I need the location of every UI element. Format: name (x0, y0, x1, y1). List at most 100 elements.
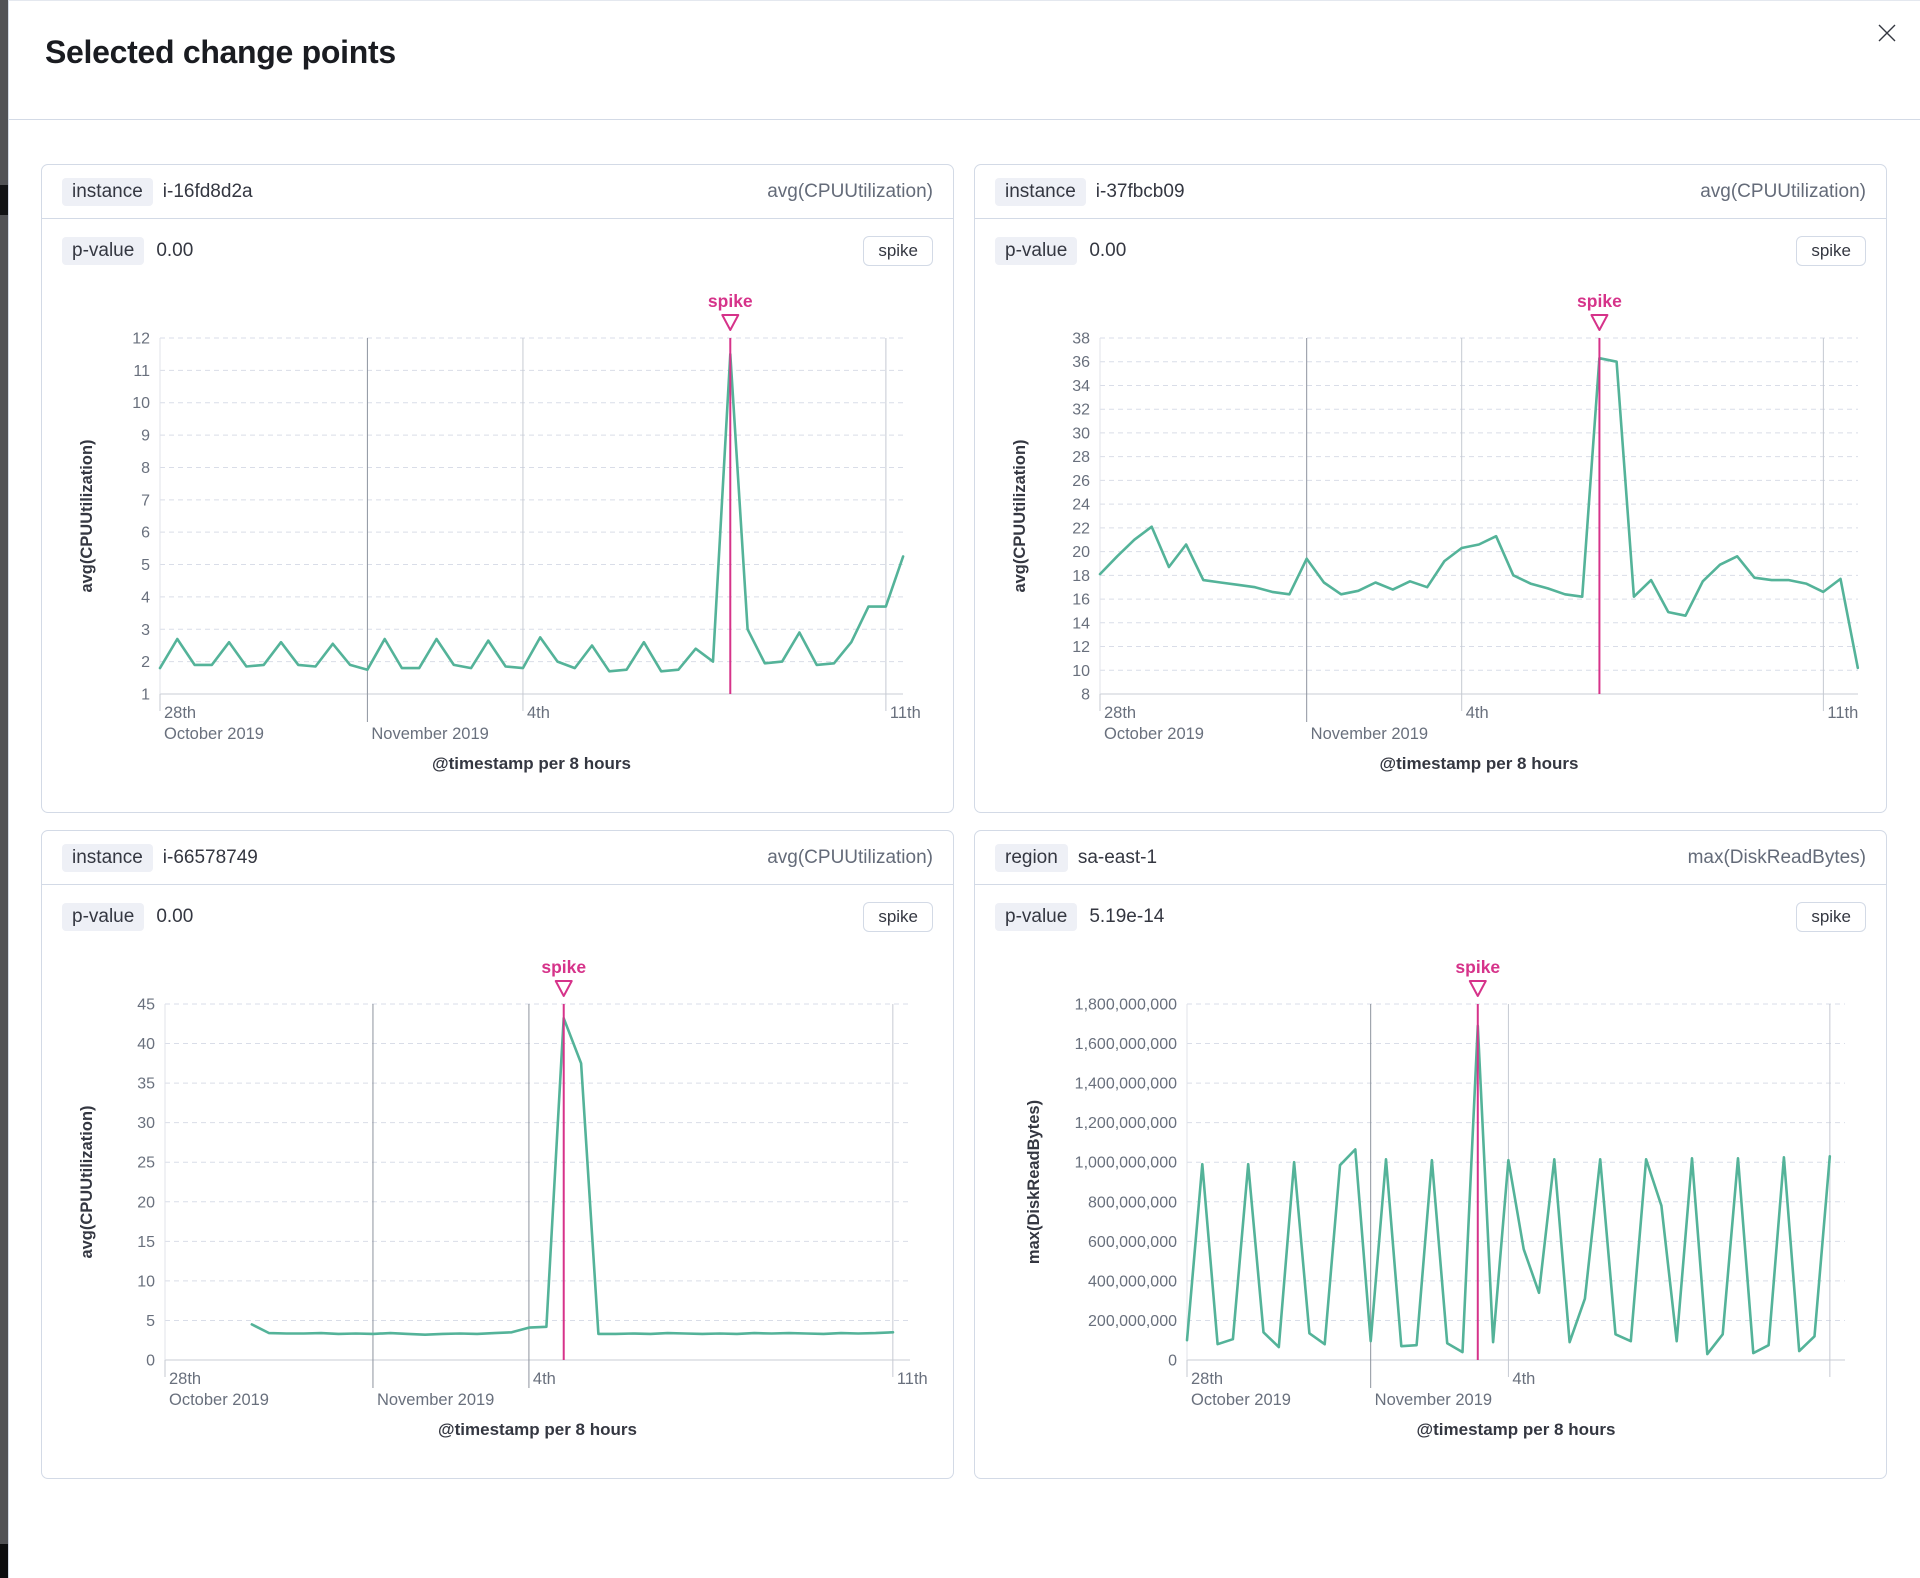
background-page-edge (0, 0, 8, 1578)
y-tick-label: 10 (132, 395, 150, 412)
y-tick-label: 12 (132, 331, 150, 348)
y-tick-label: 2 (141, 654, 150, 671)
y-tick-label: 36 (1072, 354, 1090, 371)
y-tick-label: 20 (1072, 544, 1090, 561)
y-tick-label: 40 (137, 1036, 155, 1053)
change-point-chart: 0 200,000,000 400,000,000 600,000,000 800,00… (1025, 957, 1845, 1439)
y-tick-label: 800,000,000 (1088, 1194, 1177, 1211)
change-point-panel-3: instance i-66578749 avg(CPUUtilization) … (41, 830, 954, 1479)
spike-annotation-label: spike (1455, 957, 1500, 977)
y-tick-label: 22 (1072, 520, 1090, 537)
spike-marker-icon (721, 314, 740, 331)
y-axis-title: avg(CPUUtilization) (78, 439, 96, 592)
metric-label: avg(CPUUtilization) (767, 847, 933, 868)
chart-container: 8 10 12 14 16 18 20 22 24 26 28 30 32 34 36 38 28th Octob… (995, 277, 1866, 777)
panel-header: instance i-37fbcb09 avg(CPUUtilization) (975, 178, 1886, 219)
pvalue-row: p-value 0.00 spike (62, 899, 933, 935)
y-tick-label: 12 (1072, 639, 1090, 656)
pvalue-badge: p-value (62, 237, 145, 265)
pvalue-value: 5.19e-14 (1089, 906, 1165, 927)
y-tick-label: 28 (1072, 449, 1090, 466)
y-tick-label: 30 (137, 1115, 155, 1132)
y-tick-label: 0 (146, 1353, 155, 1370)
x-tick-label: 11th (897, 1370, 928, 1388)
change-type-button[interactable]: spike (1796, 902, 1866, 932)
y-tick-label: 32 (1072, 402, 1090, 419)
pvalue-row: p-value 5.19e-14 spike (995, 899, 1866, 935)
y-tick-label: 16 (1072, 592, 1090, 609)
y-tick-label: 45 (137, 997, 155, 1014)
y-tick-label: 30 (1072, 425, 1090, 442)
x-tick-label: 4th (1512, 1370, 1535, 1388)
pvalue-value: 0.00 (1089, 240, 1127, 261)
chart-container: 1 2 3 4 5 6 7 8 9 10 11 12 28th October 2019 November … (62, 277, 933, 777)
x-tick-label: October 2019 (164, 725, 264, 743)
spike-marker-icon (554, 980, 573, 997)
pvalue-row: p-value 0.00 spike (995, 233, 1866, 269)
pvalue-value: 0.00 (156, 906, 194, 927)
field-value: sa-east-1 (1077, 847, 1158, 868)
y-tick-label: 18 (1072, 568, 1090, 585)
page-title: Selected change points (45, 34, 396, 70)
x-tick-label: 11th (890, 704, 921, 722)
close-icon (1876, 22, 1898, 47)
field-value: i-66578749 (162, 847, 258, 868)
y-tick-label: 7 (141, 492, 150, 509)
y-tick-label: 10 (137, 1273, 155, 1290)
y-tick-label: 34 (1072, 378, 1090, 395)
y-tick-label: 8 (1081, 687, 1090, 704)
y-tick-label: 11 (133, 363, 150, 380)
change-type-button[interactable]: spike (863, 902, 933, 932)
y-tick-label: 38 (1072, 331, 1090, 348)
field-value: i-37fbcb09 (1095, 181, 1185, 202)
pvalue-badge: p-value (995, 903, 1078, 931)
pvalue-badge: p-value (995, 237, 1078, 265)
pvalue-row: p-value 0.00 spike (62, 233, 933, 269)
field-badge: instance (62, 178, 153, 206)
spike-marker-icon (1590, 314, 1609, 331)
y-axis-title: avg(CPUUtilization) (78, 1105, 96, 1258)
y-axis-title: avg(CPUUtilization) (1011, 439, 1029, 592)
y-tick-label: 14 (1072, 615, 1090, 632)
change-point-panel-2: instance i-37fbcb09 avg(CPUUtilization) … (974, 164, 1887, 813)
field-badge: instance (995, 178, 1086, 206)
x-tick-label: 11th (1827, 704, 1858, 722)
x-axis-title: @timestamp per 8 hours (432, 754, 631, 773)
x-tick-label: 28th (169, 1370, 201, 1388)
y-tick-label: 5 (141, 557, 150, 574)
y-tick-label: 20 (137, 1194, 155, 1211)
change-type-button[interactable]: spike (1796, 236, 1866, 266)
change-point-chart: 0 5 10 15 20 25 30 35 40 45 28th October 2019 Novemb… (78, 957, 928, 1439)
spike-annotation-label: spike (541, 957, 586, 977)
panel-header: instance i-16fd8d2a avg(CPUUtilization) (42, 178, 953, 219)
y-tick-label: 0 (1168, 1353, 1177, 1370)
y-tick-label: 24 (1072, 497, 1090, 514)
y-tick-label: 1,800,000,000 (1075, 997, 1177, 1014)
metric-label: avg(CPUUtilization) (767, 181, 933, 202)
chart-container: 0 200,000,000 400,000,000 600,000,000 800,00… (995, 943, 1866, 1443)
y-tick-label: 35 (137, 1076, 155, 1093)
x-tick-label: November 2019 (1375, 1391, 1492, 1409)
series-line (250, 1016, 895, 1337)
x-tick-label: 28th (164, 704, 196, 722)
series-line (1185, 1024, 1832, 1356)
pvalue-badge: p-value (62, 903, 145, 931)
series-line (158, 352, 905, 673)
metric-label: avg(CPUUtilization) (1700, 181, 1866, 202)
metric-label: max(DiskReadBytes) (1687, 847, 1866, 868)
close-button[interactable] (1872, 19, 1902, 49)
change-point-chart: 8 10 12 14 16 18 20 22 24 26 28 30 32 34 36 38 28th Octob… (1011, 291, 1860, 773)
x-tick-label: November 2019 (377, 1391, 494, 1409)
change-type-button[interactable]: spike (863, 236, 933, 266)
y-tick-label: 600,000,000 (1088, 1234, 1177, 1251)
change-point-panel-1: instance i-16fd8d2a avg(CPUUtilization) … (41, 164, 954, 813)
background-page-edge-dark (0, 185, 8, 215)
x-tick-label: November 2019 (371, 725, 488, 743)
x-axis-title: @timestamp per 8 hours (1380, 754, 1579, 773)
y-tick-label: 9 (141, 428, 150, 445)
series-line (1098, 356, 1860, 670)
change-point-panel-4: region sa-east-1 max(DiskReadBytes) p-va… (974, 830, 1887, 1479)
y-tick-label: 1,400,000,000 (1075, 1076, 1177, 1093)
panel-header: instance i-66578749 avg(CPUUtilization) (42, 844, 953, 885)
